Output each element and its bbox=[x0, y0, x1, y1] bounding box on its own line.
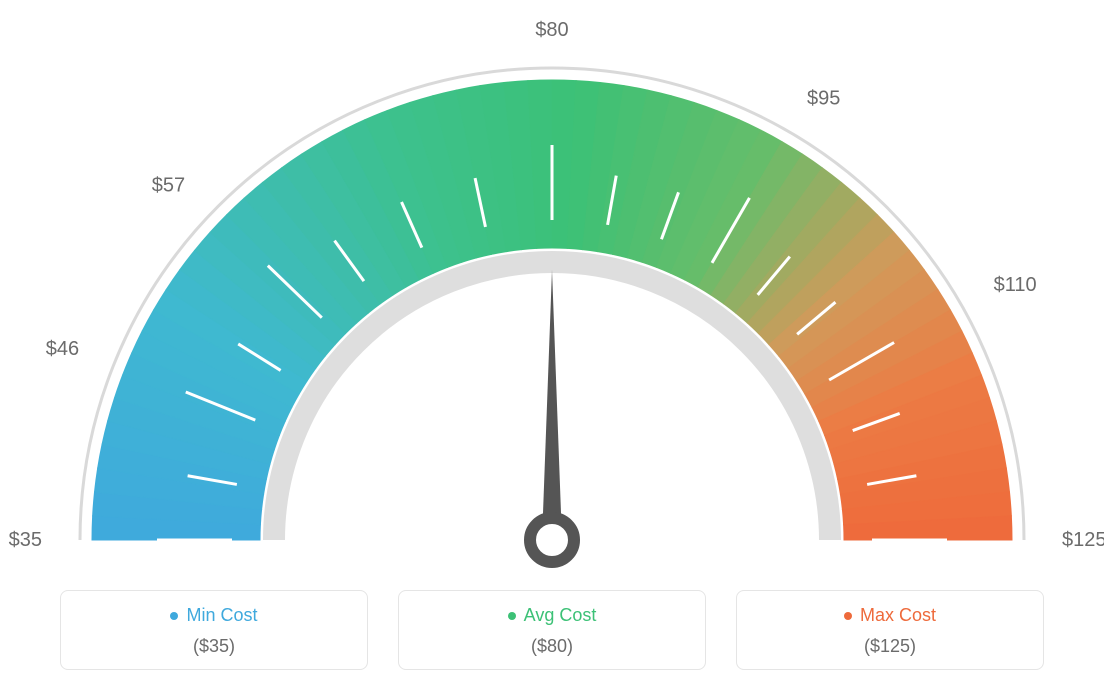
legend-value-min: ($35) bbox=[71, 636, 357, 657]
legend-title-min: Min Cost bbox=[170, 605, 257, 626]
gauge-area: $35 $46 $57 $80 $95 $110 $125 bbox=[0, 0, 1104, 590]
legend-value-max: ($125) bbox=[747, 636, 1033, 657]
legend-value-avg: ($80) bbox=[409, 636, 695, 657]
tick-label: $46 bbox=[46, 338, 79, 360]
tick-label: $125 bbox=[1062, 529, 1104, 551]
legend-row: Min Cost ($35) Avg Cost ($80) Max Cost (… bbox=[60, 590, 1044, 670]
legend-card-min: Min Cost ($35) bbox=[60, 590, 368, 670]
tick-label: $110 bbox=[994, 274, 1037, 296]
legend-title-max: Max Cost bbox=[844, 605, 936, 626]
dot-icon bbox=[170, 612, 178, 620]
dot-icon bbox=[844, 612, 852, 620]
tick-label: $35 bbox=[9, 529, 42, 551]
legend-title-avg: Avg Cost bbox=[508, 605, 597, 626]
tick-label: $80 bbox=[535, 19, 568, 41]
legend-card-avg: Avg Cost ($80) bbox=[398, 590, 706, 670]
dot-icon bbox=[508, 612, 516, 620]
tick-label: $57 bbox=[152, 175, 185, 197]
legend-title-text: Avg Cost bbox=[524, 605, 597, 626]
gauge-svg: $35 $46 $57 $80 $95 $110 $125 bbox=[0, 0, 1104, 590]
legend-card-max: Max Cost ($125) bbox=[736, 590, 1044, 670]
needle-hub bbox=[530, 518, 574, 562]
legend-title-text: Max Cost bbox=[860, 605, 936, 626]
legend-title-text: Min Cost bbox=[186, 605, 257, 626]
chart-container: $35 $46 $57 $80 $95 $110 $125 Min Cost ($35) A… bbox=[0, 0, 1104, 690]
tick-label: $95 bbox=[807, 87, 840, 109]
